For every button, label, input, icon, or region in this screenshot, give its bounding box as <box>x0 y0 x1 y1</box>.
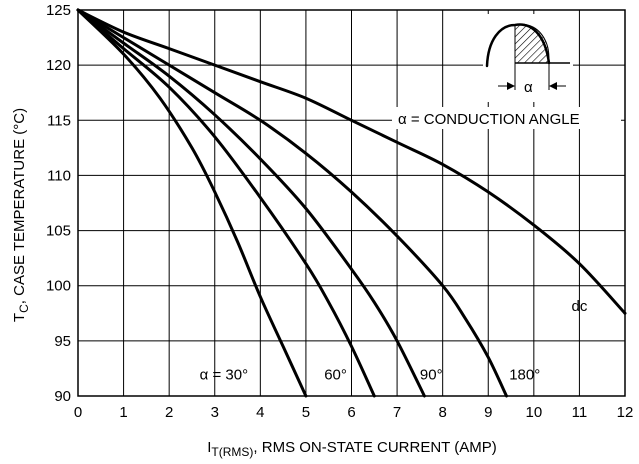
series-line-dc <box>76 8 627 315</box>
y-tick-label: 95 <box>54 333 71 350</box>
y-axis-title: TC, CASE TEMPERATURE (°C) <box>11 108 31 322</box>
series-line-30 <box>76 8 308 398</box>
inset-alpha-label: α <box>524 79 533 96</box>
x-tick-label: 6 <box>347 404 355 421</box>
x-tick-label: 1 <box>119 404 127 421</box>
curve-label: 90° <box>420 366 443 383</box>
x-tick-label: 2 <box>165 404 173 421</box>
x-tick-label: 12 <box>617 404 634 421</box>
x-tick-label: 11 <box>572 404 588 421</box>
curve-label: 60° <box>324 366 347 383</box>
conduction-angle-waveform-icon: α <box>483 14 573 102</box>
x-tick-label: 7 <box>393 404 401 421</box>
y-tick-label: 90 <box>54 388 71 405</box>
y-tick-label: 110 <box>47 167 71 184</box>
x-tick-label: 9 <box>484 404 492 421</box>
plot-frame <box>77 9 626 397</box>
x-tick-label: 0 <box>74 404 82 421</box>
series-line-60 <box>76 8 376 398</box>
x-axis-title: IT(RMS), RMS ON-STATE CURRENT (AMP) <box>207 439 497 459</box>
series-line-90 <box>76 8 426 398</box>
series-line-180 <box>76 8 508 398</box>
x-tick-label: 4 <box>256 404 264 421</box>
curve-label: 180° <box>509 366 540 383</box>
curve-label: α = 30° <box>200 366 248 383</box>
x-tick-label: 10 <box>525 404 542 421</box>
y-tick-label: 105 <box>46 223 71 240</box>
y-tick-label: 100 <box>46 278 71 295</box>
conduction-angle-annotation: α = CONDUCTION ANGLE <box>398 111 580 128</box>
x-tick-label: 5 <box>302 404 310 421</box>
y-tick-label: 120 <box>46 57 71 74</box>
curve-label: dc <box>571 298 587 315</box>
x-tick-label: 3 <box>211 404 219 421</box>
curve-labels: α = 30° 60° 90° 180° dc <box>200 298 588 383</box>
y-tick-label: 115 <box>47 112 71 129</box>
y-tick-label: 125 <box>46 2 71 19</box>
x-tick-label: 8 <box>438 404 446 421</box>
annotation-background <box>392 107 621 129</box>
series-curves <box>76 8 627 398</box>
